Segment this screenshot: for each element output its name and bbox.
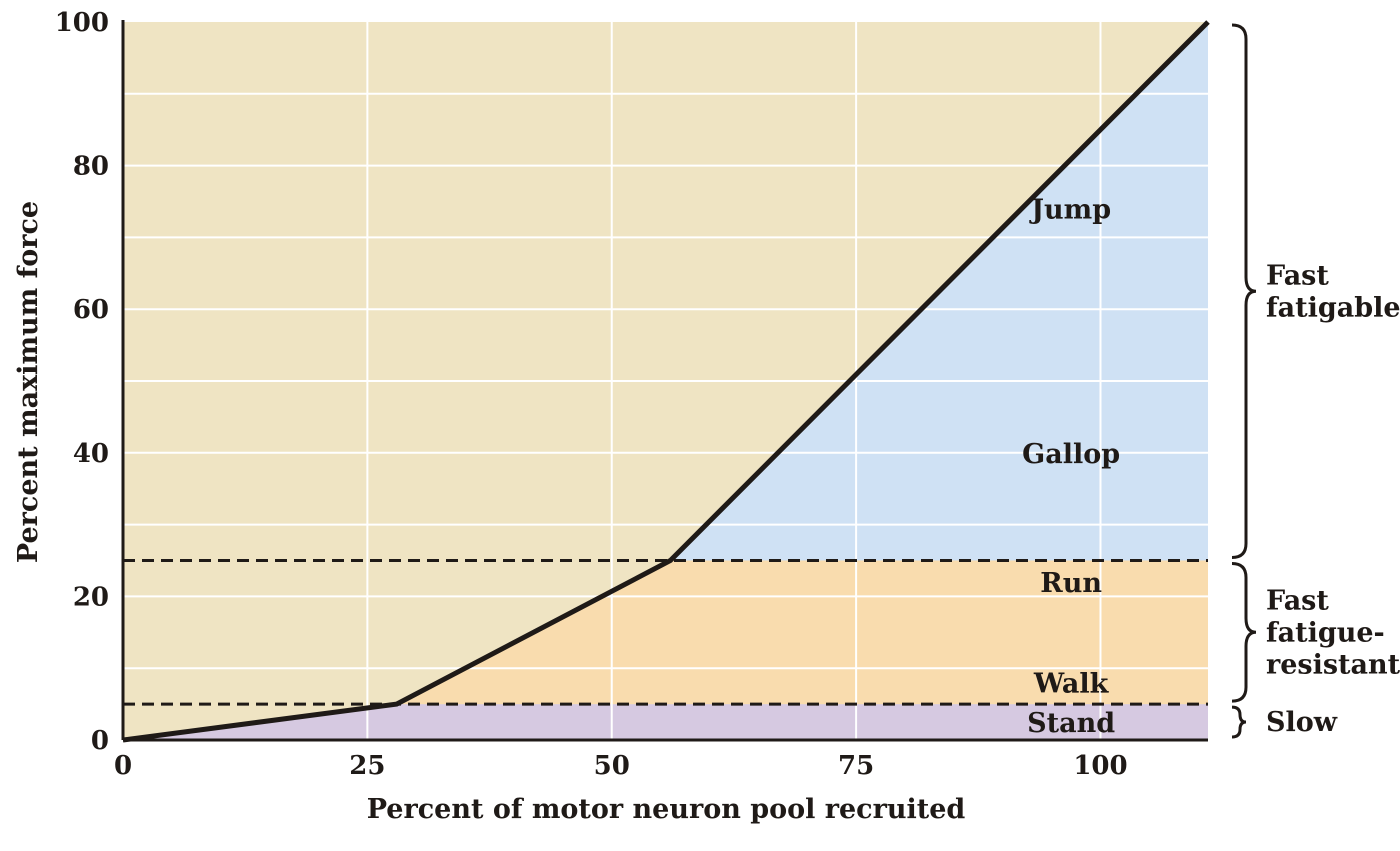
x-tick-label: 0 [114,751,132,781]
bracket-label: fatigue- [1266,617,1385,648]
region-label-gallop: Gallop [1022,439,1120,470]
y-tick-label: 20 [73,582,109,612]
bracket-label: Fast [1266,260,1329,291]
bracket-label: resistant [1266,649,1400,680]
region-label-walk: Walk [1033,669,1110,700]
bracket [1231,705,1247,739]
y-tick-label: 0 [91,726,109,756]
y-tick-label: 100 [55,8,109,38]
x-axis-title: Percent of motor neuron pool recruited [367,794,966,825]
x-tick-label: 75 [838,751,874,781]
y-tick-label: 40 [73,439,109,469]
stand-region [123,704,1208,740]
bracket-label: Fast [1266,585,1329,616]
force-recruitment-line [122,20,1210,743]
x-tick-label: 50 [594,751,630,781]
x-tick-label: 25 [349,751,385,781]
bracket [1231,562,1257,703]
x-tick-label: 100 [1073,751,1127,781]
region-label-stand: Stand [1027,708,1115,739]
region-label-run: Run [1040,568,1102,599]
y-tick-label: 60 [73,295,109,325]
bracket-label: Slow [1266,707,1338,738]
region-label-jump: Jump [1029,195,1111,226]
y-axis-title: Percent maximum force [13,201,44,563]
bracket [1231,23,1257,559]
bracket-label: fatigable [1266,292,1400,323]
y-tick-label: 80 [73,152,109,182]
